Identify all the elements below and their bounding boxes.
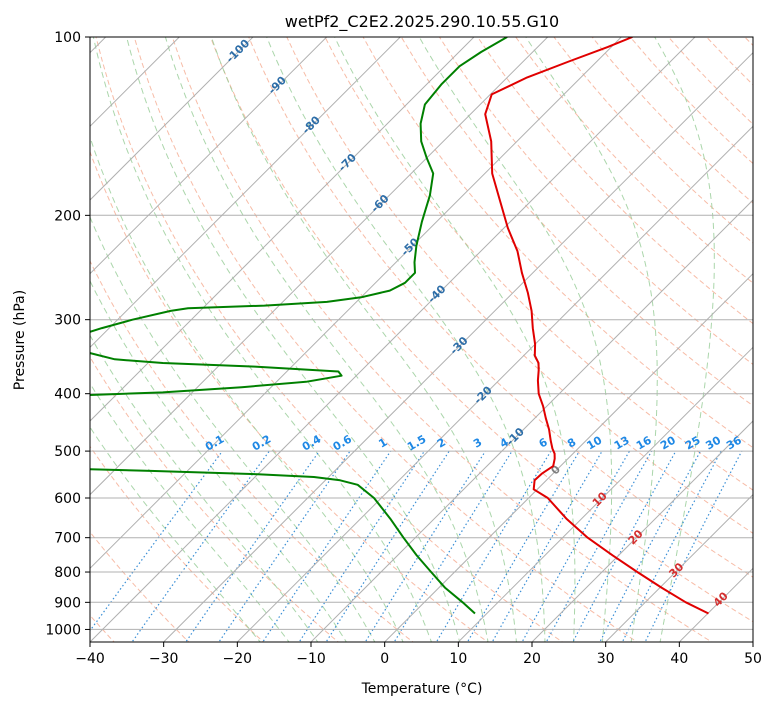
series-group bbox=[90, 37, 709, 615]
y-tick-label-600: 600 bbox=[54, 491, 81, 507]
moist-adiabat-m4 bbox=[90, 215, 376, 642]
mixing-ratio-line-0p6 bbox=[218, 450, 351, 642]
x-tick-label-50: 50 bbox=[744, 651, 762, 667]
x-tick-label-m10: −10 bbox=[296, 651, 326, 667]
isotherm-20 bbox=[531, 420, 753, 642]
y-tick-label-300: 300 bbox=[54, 313, 81, 329]
isotherm-m50 bbox=[90, 37, 623, 570]
mixing-ratio-line-2 bbox=[325, 450, 450, 642]
mixing-ratio-line-20 bbox=[572, 450, 677, 642]
dry-adiabat-80 bbox=[324, 37, 753, 491]
mixing-ratio-line-1 bbox=[262, 450, 392, 642]
x-tick-label-m40: −40 bbox=[75, 651, 105, 667]
x-tick-label-0: 0 bbox=[380, 651, 389, 667]
y-tick-label-500: 500 bbox=[54, 444, 81, 460]
mixing-ratio-line-1p5 bbox=[298, 450, 425, 642]
y-axis-label: Pressure (hPa) bbox=[12, 290, 28, 390]
chart-title: wetPf2_C2E2.2025.290.10.55.G10 bbox=[285, 12, 559, 32]
y-tick-label-900: 900 bbox=[54, 595, 81, 611]
mixing-ratio-line-4 bbox=[393, 450, 513, 642]
y-tick-label-400: 400 bbox=[54, 387, 81, 403]
dry-adiabat-70 bbox=[286, 37, 753, 534]
isotherm-m40 bbox=[90, 37, 696, 642]
dry-adiabat-20 bbox=[95, 37, 564, 642]
temperature-profile-line bbox=[484, 37, 709, 615]
dry-adiabat-m10 bbox=[90, 356, 339, 642]
isotherm-m80 bbox=[90, 37, 402, 349]
y-tick-label-200: 200 bbox=[54, 208, 81, 224]
mixing-ratio-line-30 bbox=[621, 450, 722, 642]
x-tick-label-20: 20 bbox=[523, 651, 541, 667]
y-tick-label-800: 800 bbox=[54, 565, 81, 581]
dry-adiabat-m20 bbox=[90, 445, 265, 642]
x-axis-label: Temperature (°C) bbox=[361, 681, 483, 697]
y-tick-label-700: 700 bbox=[54, 531, 81, 547]
isotherm-m90 bbox=[90, 37, 328, 275]
y-tick-label-100: 100 bbox=[54, 30, 81, 46]
mixing-ratio-line-0p4 bbox=[185, 450, 320, 642]
mixing-ratio-line-8 bbox=[466, 450, 580, 642]
mixing-ratio-line-25 bbox=[599, 450, 702, 642]
mixing-ratio-line-0p2 bbox=[131, 450, 270, 642]
isotherm-m70 bbox=[90, 37, 475, 422]
dry-adiabat-110 bbox=[438, 37, 753, 366]
axis-ticks: −40 −30 −20 −10 0 10 20 30 40 50 100 200 300 400 500 60… bbox=[45, 30, 762, 667]
dry-adiabat-90 bbox=[362, 37, 753, 449]
isotherm-10 bbox=[457, 346, 753, 642]
isotherm-m30 bbox=[162, 51, 753, 642]
plot-frame bbox=[89, 36, 754, 643]
x-tick-label-40: 40 bbox=[670, 651, 688, 667]
mixing-ratio-line-0p1 bbox=[90, 450, 223, 632]
isotherm-30 bbox=[604, 493, 753, 642]
dry-adiabat-10 bbox=[90, 150, 489, 642]
grid-lines bbox=[90, 37, 753, 642]
isotherm-m10 bbox=[310, 199, 753, 642]
x-tick-label-m30: −30 bbox=[149, 651, 179, 667]
dewpoint-profile-line bbox=[90, 37, 508, 615]
x-tick-label-30: 30 bbox=[597, 651, 615, 667]
y-tick-label-1000: 1000 bbox=[45, 622, 81, 638]
isotherm-0 bbox=[383, 272, 753, 642]
isotherm-m100 bbox=[90, 37, 254, 201]
dry-adiabat-120 bbox=[477, 37, 753, 325]
x-tick-label-m20: −20 bbox=[223, 651, 253, 667]
isotherm-m60 bbox=[90, 37, 549, 496]
isotherm-m20 bbox=[236, 125, 753, 642]
x-tick-label-10: 10 bbox=[449, 651, 467, 667]
